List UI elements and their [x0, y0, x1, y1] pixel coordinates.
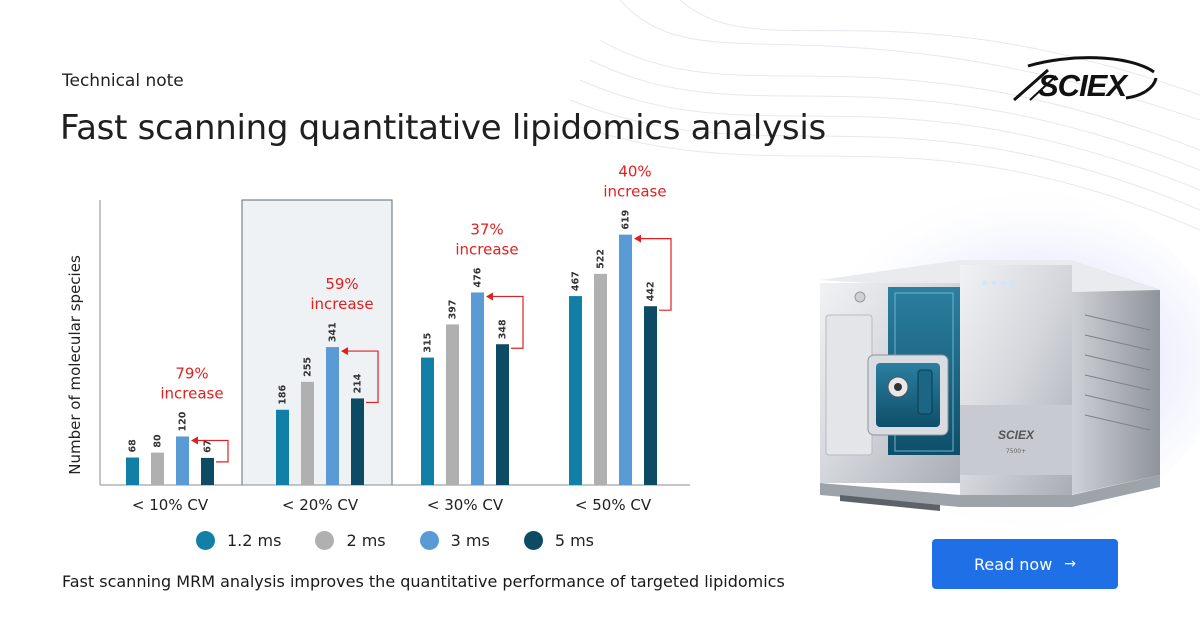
chart-increase-arrows [191, 234, 672, 463]
value-label: 442 [646, 281, 657, 301]
legend-swatch-3ms [419, 531, 439, 550]
legend-item-5ms: 5 ms [523, 531, 595, 550]
bar-1-2-ms-0 [126, 457, 139, 485]
bar-2-ms-3 [594, 273, 607, 485]
chart-legend: 1.2 ms 2 ms 3 ms 5 ms [196, 531, 628, 550]
chart-caption: Fast scanning MRM analysis improves the … [62, 572, 785, 591]
annotation-percent: 59% [325, 275, 358, 293]
bar-3-ms-2 [471, 292, 484, 485]
increase-arrowhead [191, 436, 198, 445]
legend-label: 5 ms [554, 531, 595, 550]
instrument-side-panel [1070, 260, 1160, 495]
value-label: 120 [178, 411, 189, 431]
bar-3-ms-1 [326, 347, 339, 485]
legend-item-2ms: 2 ms [315, 531, 386, 550]
chart-category-labels: < 10% CV < 20% CV < 30% CV < 50% CV [132, 496, 652, 514]
value-label: 397 [448, 300, 459, 320]
value-label: 467 [571, 271, 582, 291]
highlight-box [241, 199, 393, 486]
value-label: 255 [303, 357, 314, 377]
bar-5-ms-1 [351, 398, 364, 485]
chart-annotations: 79% increase 59% increase 37% increase 40% incr… [160, 163, 666, 403]
annotation-percent: 37% [470, 220, 503, 238]
value-label: 68 [128, 439, 139, 453]
increase-bracket [197, 439, 229, 463]
legend-label: 1.2 ms [227, 531, 282, 550]
increase-arrowhead [486, 292, 493, 301]
y-axis-label: Number of molecular species [66, 255, 84, 475]
bar-1-2-ms-2 [421, 357, 434, 485]
legend-swatch-2ms [315, 531, 335, 550]
category-label: < 20% CV [282, 496, 359, 514]
value-label: 315 [423, 333, 434, 353]
value-label: 214 [353, 373, 364, 393]
chart-bars [126, 234, 657, 485]
chart-value-labels: 68 80 120 67 186 255 341 214 315 397 476 348 467 522 6… [128, 210, 657, 453]
annotation-percent: 79% [175, 364, 208, 382]
annotation-word: increase [603, 183, 666, 201]
value-label: 80 [153, 434, 164, 448]
legend-item-1-2ms: 1.2 ms [196, 531, 281, 550]
value-label: 341 [328, 322, 339, 342]
bar-2-ms-0 [151, 452, 164, 485]
legend-label: 3 ms [450, 531, 490, 550]
instrument-badge: SCIEX [998, 428, 1035, 442]
legend-swatch-5ms [523, 531, 543, 550]
read-now-button[interactable]: Read now → [932, 539, 1118, 589]
value-label: 67 [203, 440, 214, 453]
bar-1-2-ms-3 [569, 296, 582, 485]
eyebrow-label: Technical note [62, 71, 184, 91]
category-label: < 50% CV [575, 496, 652, 514]
bar-5-ms-2 [496, 344, 509, 485]
arrow-right-icon: → [1064, 556, 1077, 572]
logo-wordmark: SCIEX [1038, 68, 1129, 103]
annotation-word: increase [160, 384, 223, 402]
value-label: 522 [596, 249, 607, 269]
value-label: 186 [278, 385, 289, 405]
bar-3-ms-0 [176, 436, 189, 485]
value-label: 476 [473, 267, 484, 287]
bar-1-2-ms-1 [276, 409, 289, 485]
bar-5-ms-3 [644, 306, 657, 485]
value-label: 348 [498, 319, 509, 339]
bar-3-ms-3 [619, 234, 632, 485]
bar-chart: 68 80 120 67 186 255 341 214 315 397 476 348 467 522 6… [66, 163, 690, 514]
bar-2-ms-1 [301, 381, 314, 485]
sciex-logo[interactable]: SCIEX [1008, 52, 1158, 104]
read-now-label: Read now [973, 554, 1053, 574]
increase-bracket [347, 350, 379, 404]
instrument-model: 7500+ [1006, 448, 1026, 455]
category-label: < 30% CV [427, 496, 504, 514]
increase-bracket [640, 238, 672, 311]
annotation-percent: 40% [618, 163, 651, 181]
chart-axes [99, 200, 690, 486]
increase-arrowhead [341, 347, 348, 356]
annotation-word: increase [455, 240, 518, 258]
value-label: 619 [621, 210, 632, 230]
mass-spectrometer-illustration: SCIEX 7500+ [820, 260, 1160, 511]
increase-arrowhead [634, 234, 641, 243]
annotation-word: increase [310, 295, 373, 313]
increase-bracket [492, 295, 524, 349]
highlight-box-group [241, 199, 393, 486]
legend-item-3ms: 3 ms [419, 531, 490, 550]
legend-swatch-1-2ms [196, 531, 215, 550]
category-label: < 10% CV [132, 496, 209, 514]
bar-2-ms-2 [446, 324, 459, 485]
page-title: Fast scanning quantitative lipidomics an… [60, 108, 826, 148]
bar-5-ms-0 [201, 457, 214, 485]
legend-label: 2 ms [346, 531, 386, 550]
